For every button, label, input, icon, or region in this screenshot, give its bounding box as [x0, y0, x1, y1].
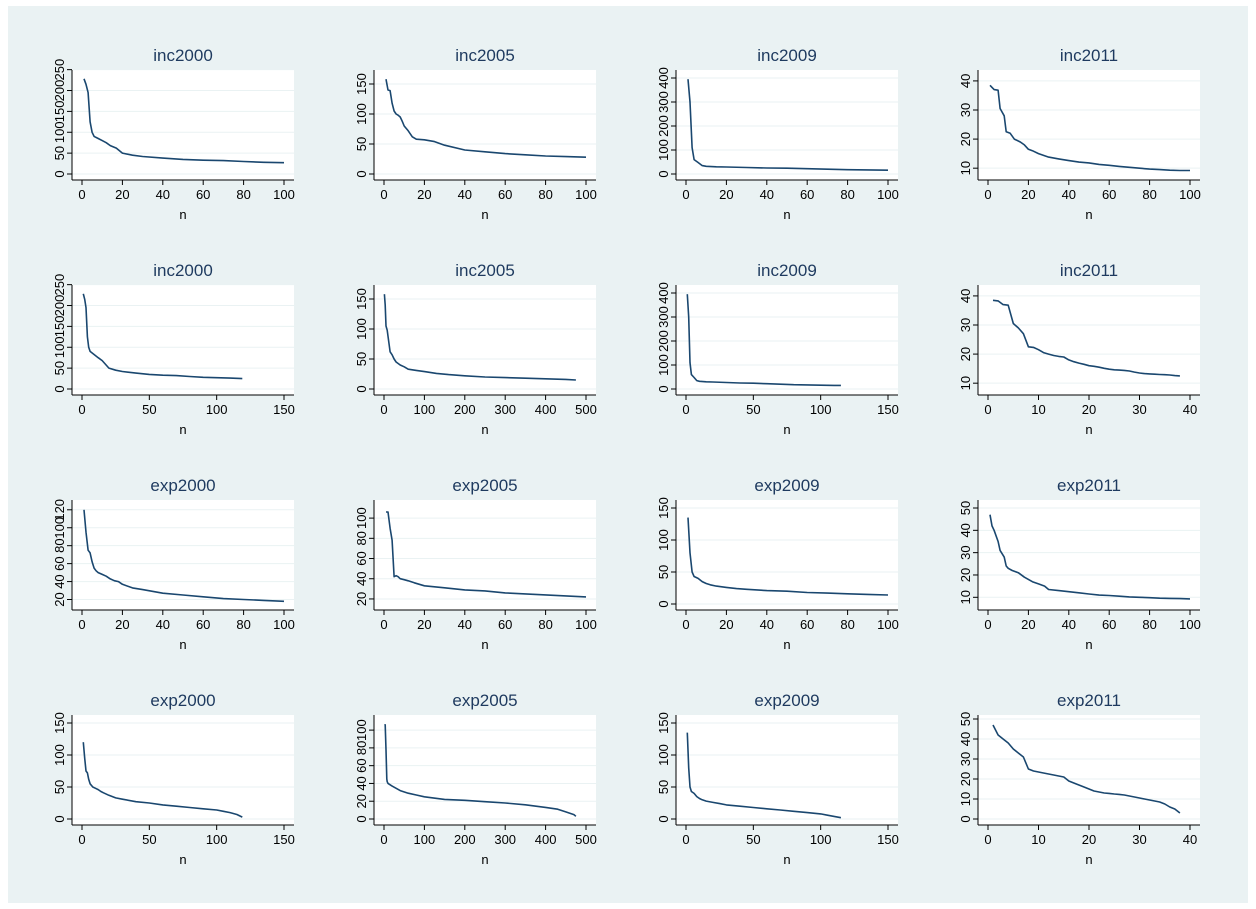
panel-title: inc2011: [1059, 261, 1119, 280]
panel-title: inc2000: [153, 46, 213, 65]
x-axis-label: n: [481, 207, 489, 222]
panel-title: exp2009: [754, 476, 820, 495]
panel-title: inc2009: [757, 261, 817, 280]
x-axis-label: n: [1085, 637, 1093, 652]
panel-title: exp2011: [1057, 476, 1121, 495]
x-axis-label: n: [481, 422, 489, 437]
x-axis-label: n: [179, 207, 187, 222]
panel-title: inc2000: [153, 261, 213, 280]
x-axis-label: n: [783, 637, 791, 652]
x-axis-label: n: [783, 207, 791, 222]
panel-title: exp2005: [452, 476, 518, 495]
x-axis-label: n: [1085, 852, 1093, 867]
panel-title: inc2011: [1059, 46, 1119, 65]
panel-title: exp2009: [754, 691, 820, 710]
panel-title: exp2005: [452, 691, 518, 710]
x-axis-label: n: [179, 637, 187, 652]
x-axis-label: n: [179, 852, 187, 867]
x-axis-label: n: [481, 852, 489, 867]
x-axis-label: n: [179, 422, 187, 437]
panel-title: inc2009: [757, 46, 817, 65]
panel-title: inc2005: [455, 46, 515, 65]
x-axis-label: n: [481, 637, 489, 652]
panel-title: exp2000: [150, 476, 216, 495]
graph-combine-background: [8, 6, 1248, 903]
x-axis-label: n: [783, 422, 791, 437]
x-axis-label: n: [1085, 422, 1093, 437]
x-axis-label: n: [1085, 207, 1093, 222]
panel-title: inc2005: [455, 261, 515, 280]
panel-title: exp2000: [150, 691, 216, 710]
x-axis-label: n: [783, 852, 791, 867]
panel-title: exp2011: [1057, 691, 1121, 710]
